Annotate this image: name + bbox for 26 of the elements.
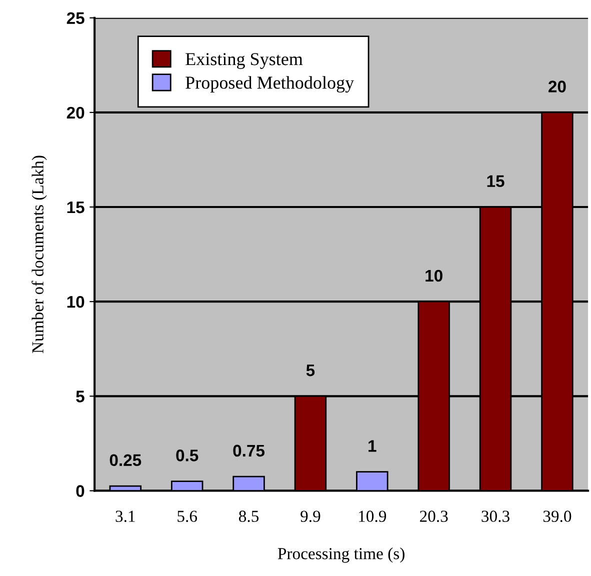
data-label: 5	[306, 364, 315, 376]
y-tick-label: 15	[67, 202, 84, 214]
data-label: 0.25	[110, 454, 142, 466]
x-tick-label: 10.9	[359, 510, 386, 522]
data-label: 0.5	[176, 450, 198, 462]
x-axis-title: Processing time (s)	[278, 548, 404, 563]
data-label: 0.75	[233, 444, 265, 457]
x-tick-label: 9.9	[300, 510, 320, 522]
x-tick-label: 3.1	[116, 510, 135, 522]
legend-label: Proposed Methodology	[186, 76, 354, 93]
x-tick-label: 5.6	[178, 510, 198, 522]
data-label: 1	[368, 440, 376, 452]
data-label: 20	[548, 80, 566, 92]
x-tick-label: 20.3	[420, 510, 448, 522]
y-tick-label: 5	[76, 390, 84, 402]
y-tick-label: 25	[66, 12, 84, 24]
data-label: 15	[487, 175, 504, 188]
legend-label: Existing System	[186, 53, 303, 69]
y-tick-label: 10	[67, 296, 84, 308]
data-label: 10	[426, 270, 442, 282]
y-tick-label: 0	[76, 485, 84, 497]
y-tick-label: 20	[66, 106, 84, 119]
x-tick-label: 39.0	[543, 510, 572, 522]
x-tick-label: 8.5	[238, 510, 259, 522]
y-axis-title: Number of documents (Lakh)	[32, 156, 47, 354]
x-tick-label: 30.3	[482, 510, 510, 522]
